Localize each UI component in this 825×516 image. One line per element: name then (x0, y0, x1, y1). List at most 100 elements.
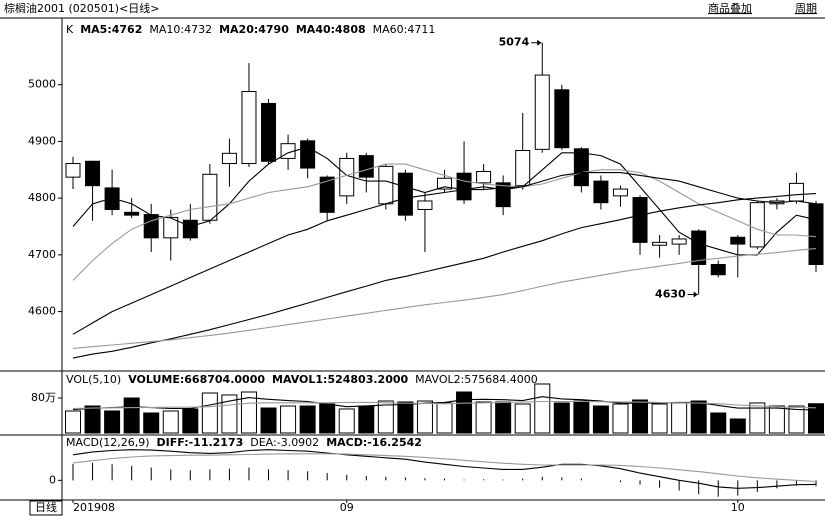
period-button[interactable]: 周期 (795, 2, 817, 15)
volume-bar (84, 405, 101, 434)
candle-body (397, 172, 413, 216)
annotation-arrowhead (537, 39, 542, 46)
candle-body (300, 140, 316, 169)
x-tick-label: 09 (340, 501, 354, 514)
volume-bar (162, 410, 179, 434)
candle-body (437, 177, 452, 190)
candle-body (515, 149, 531, 187)
candle-body (417, 200, 433, 210)
candle-body (788, 182, 804, 202)
overlay-button[interactable]: 商品叠加 (708, 1, 752, 15)
volume-bar (768, 405, 785, 434)
legend-entry: MAVOL2:575684.4000 (415, 373, 538, 386)
candle-body (671, 238, 687, 245)
candle-body (554, 89, 570, 149)
volume-bar (612, 403, 629, 434)
candle-body (652, 241, 668, 246)
legend-entry: MA5:4762 (80, 23, 142, 36)
volume-bar (240, 391, 257, 434)
volume-bar (143, 412, 160, 434)
legend-entry: DIFF:-11.2173 (157, 436, 244, 449)
volume-bar (514, 403, 531, 434)
indicator-line (72, 163, 817, 281)
legend-entry: DEA:-3.0902 (250, 436, 319, 449)
candle-body (808, 203, 824, 265)
candle-body (456, 172, 472, 201)
volume-bar (573, 400, 590, 434)
volume-bar (358, 405, 375, 434)
volume-bar (729, 418, 746, 434)
candle-body (730, 236, 746, 245)
candle-body (202, 173, 218, 221)
candle-body (573, 148, 589, 187)
x-tick-label: 10 (731, 501, 745, 514)
legend-entry: VOL(5,10) (66, 373, 121, 386)
y-tick-label: 4700 (28, 248, 56, 261)
legend-entry: MACD(12,26,9) (66, 436, 150, 449)
legend-entry: MA40:4808 (296, 23, 366, 36)
candle-body (358, 155, 374, 178)
volume-bar (377, 400, 394, 434)
candle-body (182, 219, 198, 239)
candle-body (749, 202, 765, 248)
volume-bar (416, 400, 433, 434)
candle-body (261, 102, 277, 162)
volume-bar (456, 391, 473, 434)
candle-body (85, 160, 101, 187)
candle-body (534, 74, 550, 150)
indicator-line (72, 146, 817, 256)
y-tick-label: 5000 (28, 78, 56, 91)
volume-bar (182, 408, 199, 434)
y-tick-label: 4900 (28, 134, 56, 147)
y-tick-label: 0 (49, 473, 56, 486)
indicator-line (72, 449, 817, 489)
volume-bar (123, 397, 140, 434)
volume-bar (436, 402, 453, 434)
volume-bar (651, 403, 668, 434)
candle-body (378, 165, 394, 205)
indicator-line (72, 248, 817, 349)
candle-body (593, 180, 609, 204)
volume-bar (534, 383, 551, 434)
volume-bar (299, 405, 316, 434)
legend-entry: MA10:4732 (149, 23, 212, 36)
y-tick-label: 4800 (28, 191, 56, 204)
indicator-line (72, 172, 817, 335)
legend-entry: MACD:-16.2542 (326, 436, 422, 449)
legend-entry: VOLUME:668704.0000 (128, 373, 265, 386)
indicator-line (72, 400, 817, 410)
volume-bar (710, 412, 727, 434)
legend-entry: MA60:4711 (373, 23, 436, 36)
volume-bar (749, 402, 766, 434)
candle-body (124, 211, 140, 216)
volume-bar (553, 402, 570, 434)
volume-bar (319, 403, 336, 434)
legend-entry: MA20:4790 (219, 23, 289, 36)
y-tick-label: 80万 (31, 391, 56, 404)
volume-bar (808, 403, 824, 434)
volume-bar (788, 405, 805, 434)
volume-bar (632, 399, 649, 434)
indicator-line (72, 193, 817, 359)
legend-entry: K (66, 23, 74, 36)
volume-bar (495, 401, 512, 434)
volume-bar (201, 392, 218, 434)
y-tick-label: 4600 (28, 305, 56, 318)
candle-body (632, 197, 648, 243)
period-box (29, 500, 63, 516)
candle-body (143, 214, 159, 239)
volume-bar (65, 410, 81, 434)
candle-body (65, 163, 81, 178)
volume-bar (397, 401, 414, 434)
header-title: 棕榈油2001 (020501)<日线> (4, 1, 160, 15)
annotation-label: 5074 (499, 36, 530, 49)
annotation-label: 4630 (655, 288, 686, 301)
candle-body (241, 90, 257, 165)
volume-bar (592, 405, 609, 434)
candle-body (104, 187, 120, 210)
candle-body (476, 170, 492, 184)
volume-bar (260, 407, 277, 434)
volume-bar (338, 408, 355, 434)
period-label: 日线 (35, 500, 57, 514)
